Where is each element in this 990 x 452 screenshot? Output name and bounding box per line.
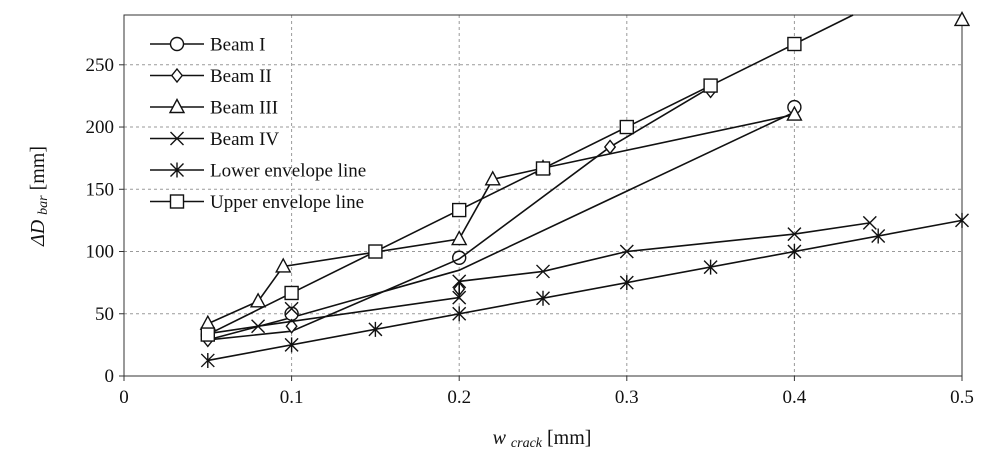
- y-tick-label-1: 50: [95, 304, 114, 325]
- series-beam-iv: [200, 215, 877, 341]
- legend-item-upper-envelope-line: Upper envelope line: [150, 192, 364, 213]
- legend: Beam I Beam II Beam III Beam IV Lower envelo…: [150, 35, 366, 213]
- point-beam-iii-4: [484, 170, 501, 186]
- point-beam-iv-8: [862, 215, 877, 230]
- point-lower-envelope-line-2: [368, 321, 383, 337]
- point-lower-envelope-line-9: [955, 212, 969, 228]
- point-upper-envelope-line-0: [200, 327, 216, 342]
- y-tick-label-5: 250: [86, 55, 115, 76]
- x-axis-title-unit: [mm]: [547, 427, 591, 449]
- legend-item-beam-ii: Beam II: [150, 66, 272, 87]
- y-tick-label-2: 100: [86, 242, 115, 263]
- point-lower-envelope-line-7: [787, 244, 802, 260]
- point-beam-iv-7: [787, 227, 802, 242]
- x-tick-label-2: 0.2: [447, 387, 471, 408]
- point-lower-envelope-line-0: [200, 352, 215, 368]
- point-lower-envelope-line-5: [619, 275, 634, 291]
- point-beam-iv-2: [284, 301, 299, 316]
- legend-label-lower-envelope-line: Lower envelope line: [210, 161, 366, 182]
- point-beam-iv-4: [452, 274, 467, 289]
- x-axis-title-sub: crack: [511, 436, 543, 451]
- point-lower-envelope-line-6: [703, 259, 718, 275]
- point-beam-ii-1: [285, 318, 298, 334]
- y-tick-label-0: 0: [105, 366, 115, 387]
- point-beam-iii-2: [275, 257, 292, 273]
- point-beam-iv-5: [536, 264, 550, 279]
- legend-label-beam-iv: Beam IV: [210, 129, 279, 150]
- legend-marker-beam-i: [169, 36, 185, 52]
- y-tick-label-3: 150: [86, 179, 115, 200]
- legend-marker-upper-envelope-line: [169, 194, 185, 209]
- series-line-upper-envelope-line: [207, 14, 854, 336]
- point-upper-envelope-line-5: [619, 119, 634, 135]
- legend-label-upper-envelope-line: Upper envelope line: [210, 192, 364, 213]
- y-tick-label-4: 200: [86, 117, 115, 138]
- point-upper-envelope-line-3: [452, 202, 467, 218]
- point-beam-i-2: [452, 250, 467, 265]
- series-line-beam-ii: [207, 86, 712, 341]
- legend-marker-lower-envelope-line: [170, 162, 184, 178]
- y-axis-title: ΔD bar [mm]: [27, 146, 52, 247]
- y-axis-title-main: ΔD: [27, 219, 49, 247]
- point-beam-iii-3: [451, 230, 468, 246]
- point-lower-envelope-line-1: [284, 337, 299, 353]
- x-tick-label-0: 0: [119, 387, 129, 408]
- point-beam-iv-1: [251, 319, 266, 334]
- series-line-beam-iv: [207, 222, 870, 335]
- series-upper-envelope-line: [200, 14, 854, 342]
- legend-item-beam-iv: Beam IV: [150, 129, 279, 150]
- point-beam-iii-6: [786, 105, 803, 121]
- point-lower-envelope-line-8: [871, 228, 886, 244]
- legend-item-lower-envelope-line: Lower envelope line: [150, 161, 366, 182]
- point-upper-envelope-line-7: [787, 36, 802, 52]
- series-line-beam-i: [207, 111, 795, 341]
- legend-marker-beam-iii: [168, 98, 186, 114]
- point-beam-ii-3: [603, 139, 617, 155]
- y-axis-title-unit: [mm]: [27, 146, 49, 190]
- series-line-lower-envelope-line: [207, 219, 963, 362]
- x-axis-title-main: w: [493, 427, 507, 449]
- series-layer: [199, 11, 970, 368]
- x-tick-label-1: 0.1: [280, 387, 304, 408]
- x-axis-title: w crack [mm]: [493, 427, 592, 452]
- legend-label-beam-i: Beam I: [210, 35, 265, 56]
- x-tick-label-5: 0.5: [950, 387, 974, 408]
- legend-marker-beam-ii: [170, 67, 184, 84]
- legend-marker-beam-iv: [170, 131, 184, 146]
- legend-label-beam-ii: Beam II: [210, 66, 272, 87]
- legend-item-beam-i: Beam I: [150, 35, 265, 56]
- series-lower-envelope-line: [200, 212, 969, 368]
- x-tick-label-4: 0.4: [783, 387, 807, 408]
- point-beam-iv-6: [619, 244, 634, 259]
- point-beam-iii-0: [199, 314, 216, 330]
- axes: 0 0.1 0.2 0.3 0.4 0.5 0 50 100 150 200 250: [86, 14, 974, 408]
- point-upper-envelope-line-4: [535, 161, 551, 176]
- legend-item-beam-iii: Beam III: [150, 98, 278, 119]
- legend-label-beam-iii: Beam III: [210, 98, 278, 119]
- point-beam-iv-3: [452, 290, 467, 305]
- point-lower-envelope-line-4: [536, 290, 550, 306]
- point-beam-iii-1: [249, 292, 267, 308]
- point-beam-iii-7: [953, 11, 970, 27]
- x-tick-label-3: 0.3: [615, 387, 639, 408]
- point-upper-envelope-line-1: [284, 285, 299, 301]
- point-upper-envelope-line-2: [368, 244, 383, 259]
- point-upper-envelope-line-6: [703, 78, 718, 93]
- plot-frame: [123, 14, 963, 377]
- y-axis-title-sub: bar: [36, 195, 51, 215]
- point-lower-envelope-line-3: [452, 306, 467, 322]
